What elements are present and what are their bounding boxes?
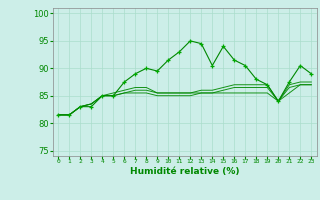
X-axis label: Humidité relative (%): Humidité relative (%) [130,167,240,176]
